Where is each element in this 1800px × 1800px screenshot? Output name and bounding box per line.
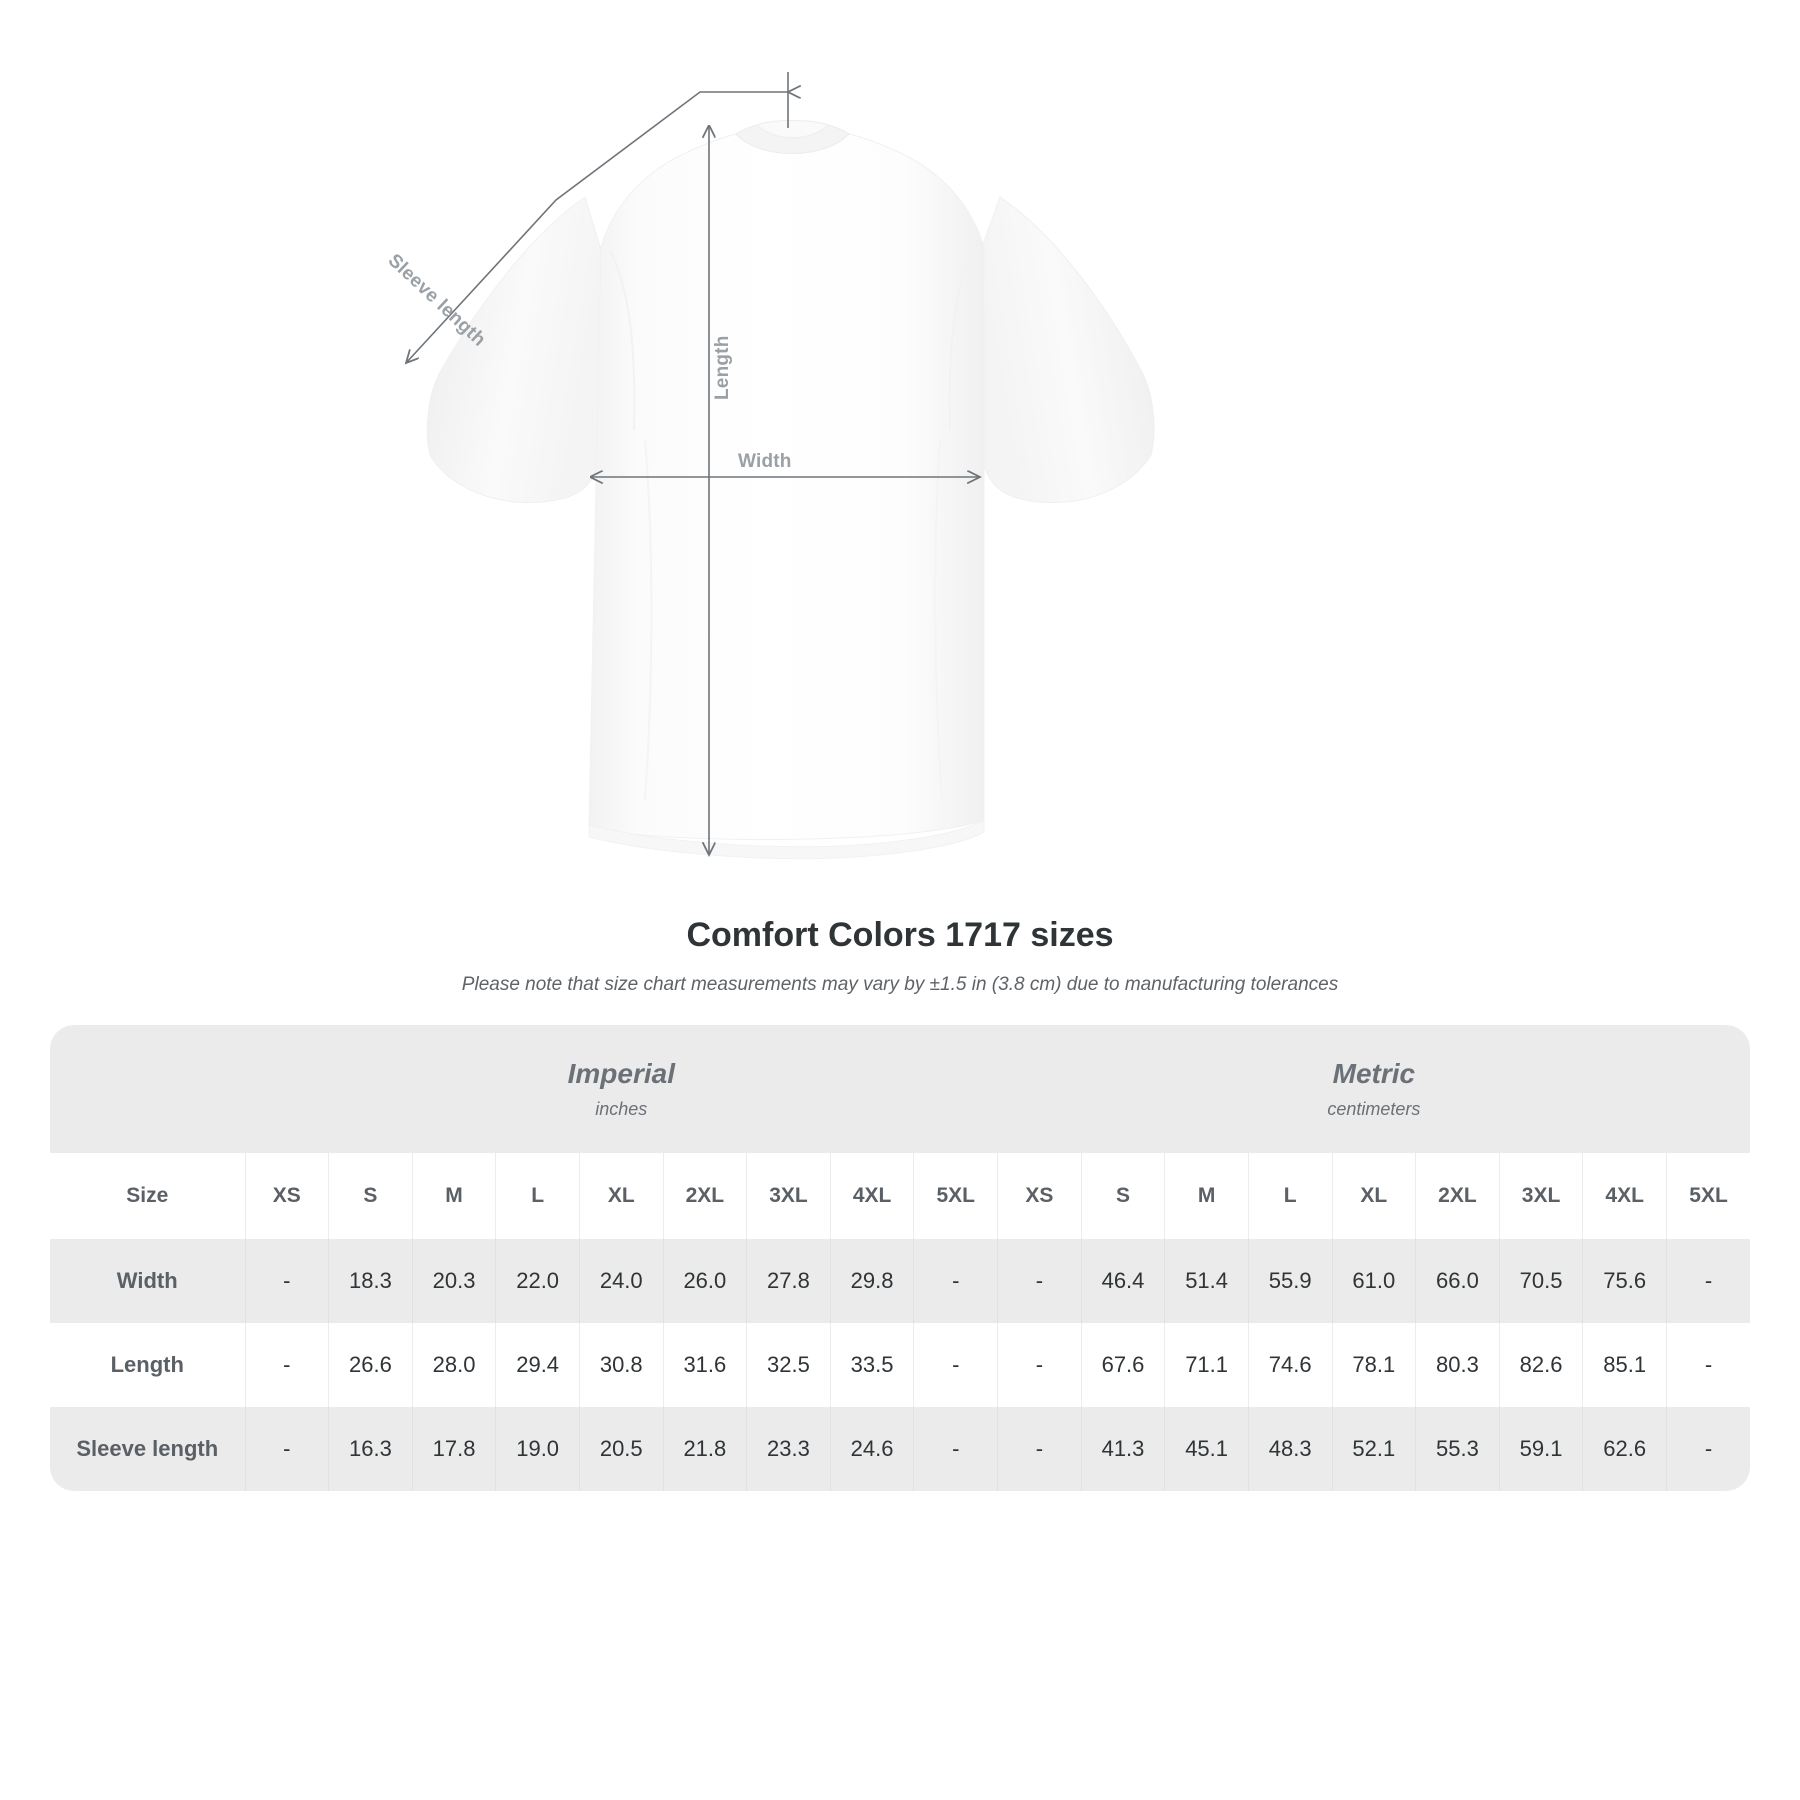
cell-width-imperial-xs: - <box>245 1239 330 1323</box>
size-col-metric-xl: XL <box>1332 1153 1417 1239</box>
cell-sleeve-length-imperial-s: 16.3 <box>328 1407 413 1491</box>
title-block: Comfort Colors 1717 sizes Please note th… <box>0 915 1800 997</box>
cell-length-metric-5xl: - <box>1666 1323 1751 1407</box>
size-col-imperial-2xl: 2XL <box>663 1153 748 1239</box>
cell-width-imperial-m: 20.3 <box>412 1239 497 1323</box>
row-label-sleeve-length: Sleeve length <box>50 1407 246 1491</box>
unit-group-sub: centimeters <box>1327 1099 1421 1120</box>
cell-sleeve-length-metric-s: 41.3 <box>1081 1407 1166 1491</box>
table-row: Length -26.6 28.0 29.4 30.8 31.6 32.5 33.5- -67.… <box>50 1323 1751 1407</box>
cell-length-imperial-3xl: 32.5 <box>746 1323 831 1407</box>
cell-sleeve-length-imperial-m: 17.8 <box>412 1407 497 1491</box>
cell-length-metric-xs: - <box>997 1323 1082 1407</box>
cell-width-imperial-s: 18.3 <box>328 1239 413 1323</box>
cell-length-metric-4xl: 85.1 <box>1582 1323 1667 1407</box>
size-col-metric-4xl: 4XL <box>1582 1153 1667 1239</box>
size-chart-table: Imperial inches Metric centimeters Size XS S M L… <box>50 1025 1751 1491</box>
cell-sleeve-length-metric-m: 45.1 <box>1164 1407 1249 1491</box>
cell-width-imperial-3xl: 27.8 <box>746 1239 831 1323</box>
cell-length-imperial-m: 28.0 <box>412 1323 497 1407</box>
size-header-label: Size <box>50 1153 246 1239</box>
cell-width-metric-2xl: 66.0 <box>1415 1239 1500 1323</box>
cell-length-metric-l: 74.6 <box>1248 1323 1333 1407</box>
cell-sleeve-length-metric-4xl: 62.6 <box>1582 1407 1667 1491</box>
cell-length-metric-3xl: 82.6 <box>1499 1323 1584 1407</box>
cell-width-imperial-l: 22.0 <box>495 1239 580 1323</box>
cell-sleeve-length-imperial-2xl: 21.8 <box>663 1407 748 1491</box>
unit-group-imperial: Imperial inches <box>245 1025 998 1153</box>
size-header-row: Size XS S M L XL 2XL 3XL 4XL 5XL XS S M L XL 2XL 3XL 4XL 5… <box>50 1153 1751 1239</box>
table-row: Sleeve length -16.3 17.8 19.0 20.5 21.8 23.3 24… <box>50 1407 1751 1491</box>
cell-width-metric-xs: - <box>997 1239 1082 1323</box>
size-col-metric-5xl: 5XL <box>1666 1153 1751 1239</box>
table-row: Width -18.3 20.3 22.0 24.0 26.0 27.8 29.8- -46.4… <box>50 1239 1751 1323</box>
cell-sleeve-length-metric-3xl: 59.1 <box>1499 1407 1584 1491</box>
size-col-metric-3xl: 3XL <box>1499 1153 1584 1239</box>
cell-sleeve-length-imperial-xs: - <box>245 1407 330 1491</box>
cell-width-metric-3xl: 70.5 <box>1499 1239 1584 1323</box>
unit-group-name: Imperial <box>567 1058 675 1090</box>
sleeve-length-dimension <box>406 72 788 363</box>
cell-length-metric-s: 67.6 <box>1081 1323 1166 1407</box>
length-label: Length <box>712 335 733 400</box>
unit-header-row: Imperial inches Metric centimeters <box>50 1025 1751 1153</box>
cell-length-imperial-xl: 30.8 <box>579 1323 664 1407</box>
size-col-metric-l: L <box>1248 1153 1333 1239</box>
size-col-imperial-m: M <box>412 1153 497 1239</box>
unit-group-name: Metric <box>1332 1058 1416 1090</box>
page-subtitle: Please note that size chart measurements… <box>461 973 1339 995</box>
cell-width-metric-4xl: 75.6 <box>1582 1239 1667 1323</box>
cell-sleeve-length-metric-5xl: - <box>1666 1407 1751 1491</box>
size-chart-table-wrap: Imperial inches Metric centimeters Size XS S M L… <box>50 1025 1751 1491</box>
cell-width-metric-l: 55.9 <box>1248 1239 1333 1323</box>
cell-sleeve-length-metric-xs: - <box>997 1407 1082 1491</box>
cell-length-imperial-2xl: 31.6 <box>663 1323 748 1407</box>
cell-length-metric-m: 71.1 <box>1164 1323 1249 1407</box>
tshirt-illustration: Sleeve length Length Width <box>0 72 1155 860</box>
size-col-metric-s: S <box>1081 1153 1166 1239</box>
cell-sleeve-length-imperial-5xl: - <box>913 1407 999 1491</box>
cell-sleeve-length-imperial-4xl: 24.6 <box>830 1407 915 1491</box>
size-col-imperial-l: L <box>495 1153 580 1239</box>
cell-length-imperial-xs: - <box>245 1323 330 1407</box>
unit-group-metric: Metric centimeters <box>997 1025 1751 1153</box>
cell-width-imperial-5xl: - <box>913 1239 999 1323</box>
cell-width-imperial-4xl: 29.8 <box>830 1239 915 1323</box>
cell-sleeve-length-imperial-xl: 20.5 <box>579 1407 664 1491</box>
row-label-length: Length <box>50 1323 246 1407</box>
unit-group-sub: inches <box>595 1099 648 1120</box>
cell-length-imperial-l: 29.4 <box>495 1323 580 1407</box>
cell-width-metric-s: 46.4 <box>1081 1239 1166 1323</box>
size-col-imperial-xl: XL <box>579 1153 664 1239</box>
size-col-imperial-3xl: 3XL <box>746 1153 831 1239</box>
cell-length-imperial-5xl: - <box>913 1323 999 1407</box>
unit-header-spacer <box>50 1025 245 1153</box>
cell-length-imperial-s: 26.6 <box>328 1323 413 1407</box>
tshirt-shape <box>426 120 1155 860</box>
size-col-imperial-xs: XS <box>245 1153 330 1239</box>
cell-sleeve-length-metric-l: 48.3 <box>1248 1407 1333 1491</box>
size-col-imperial-s: S <box>328 1153 413 1239</box>
cell-length-metric-2xl: 80.3 <box>1415 1323 1500 1407</box>
size-col-metric-xs: XS <box>997 1153 1082 1239</box>
size-col-imperial-5xl: 5XL <box>913 1153 999 1239</box>
cell-width-metric-xl: 61.0 <box>1332 1239 1417 1323</box>
cell-width-imperial-2xl: 26.0 <box>663 1239 748 1323</box>
cell-width-metric-m: 51.4 <box>1164 1239 1249 1323</box>
cell-sleeve-length-metric-2xl: 55.3 <box>1415 1407 1500 1491</box>
cell-length-metric-xl: 78.1 <box>1332 1323 1417 1407</box>
size-col-imperial-4xl: 4XL <box>830 1153 915 1239</box>
row-label-width: Width <box>50 1239 246 1323</box>
width-label: Width <box>738 451 792 472</box>
size-col-metric-m: M <box>1164 1153 1249 1239</box>
size-col-metric-2xl: 2XL <box>1415 1153 1500 1239</box>
cell-sleeve-length-metric-xl: 52.1 <box>1332 1407 1417 1491</box>
cell-sleeve-length-imperial-3xl: 23.3 <box>746 1407 831 1491</box>
page-title: Comfort Colors 1717 sizes <box>686 916 1114 954</box>
cell-sleeve-length-imperial-l: 19.0 <box>495 1407 580 1491</box>
cell-width-imperial-xl: 24.0 <box>579 1239 664 1323</box>
cell-length-imperial-4xl: 33.5 <box>830 1323 915 1407</box>
tshirt-svg <box>0 72 1155 860</box>
cell-width-metric-5xl: - <box>1666 1239 1751 1323</box>
